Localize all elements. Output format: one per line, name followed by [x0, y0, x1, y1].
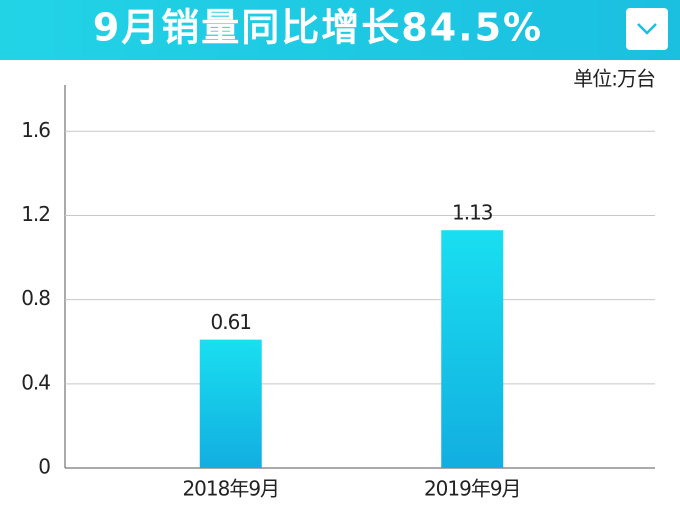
bar: [441, 230, 504, 468]
y-tick-label: 1.6: [21, 118, 50, 142]
y-tick-label: 0.4: [21, 370, 50, 394]
unit-label: 单位:万台: [573, 67, 655, 91]
y-tick-label: 1.2: [21, 202, 50, 226]
bar: [199, 339, 262, 468]
dropdown-button[interactable]: [626, 8, 668, 50]
y-tick-label: 0.8: [21, 286, 50, 310]
x-tick-label: 2018年9月: [182, 477, 279, 501]
chevron-icon: [637, 23, 657, 35]
value-label: 0.61: [210, 310, 251, 334]
chart-title: 9月销量同比增长84.5%: [93, 6, 543, 50]
x-tick-label: 2019年9月: [424, 477, 521, 501]
value-label: 1.13: [452, 201, 493, 225]
header-band: [0, 0, 680, 60]
y-tick-label: 0: [38, 455, 50, 479]
